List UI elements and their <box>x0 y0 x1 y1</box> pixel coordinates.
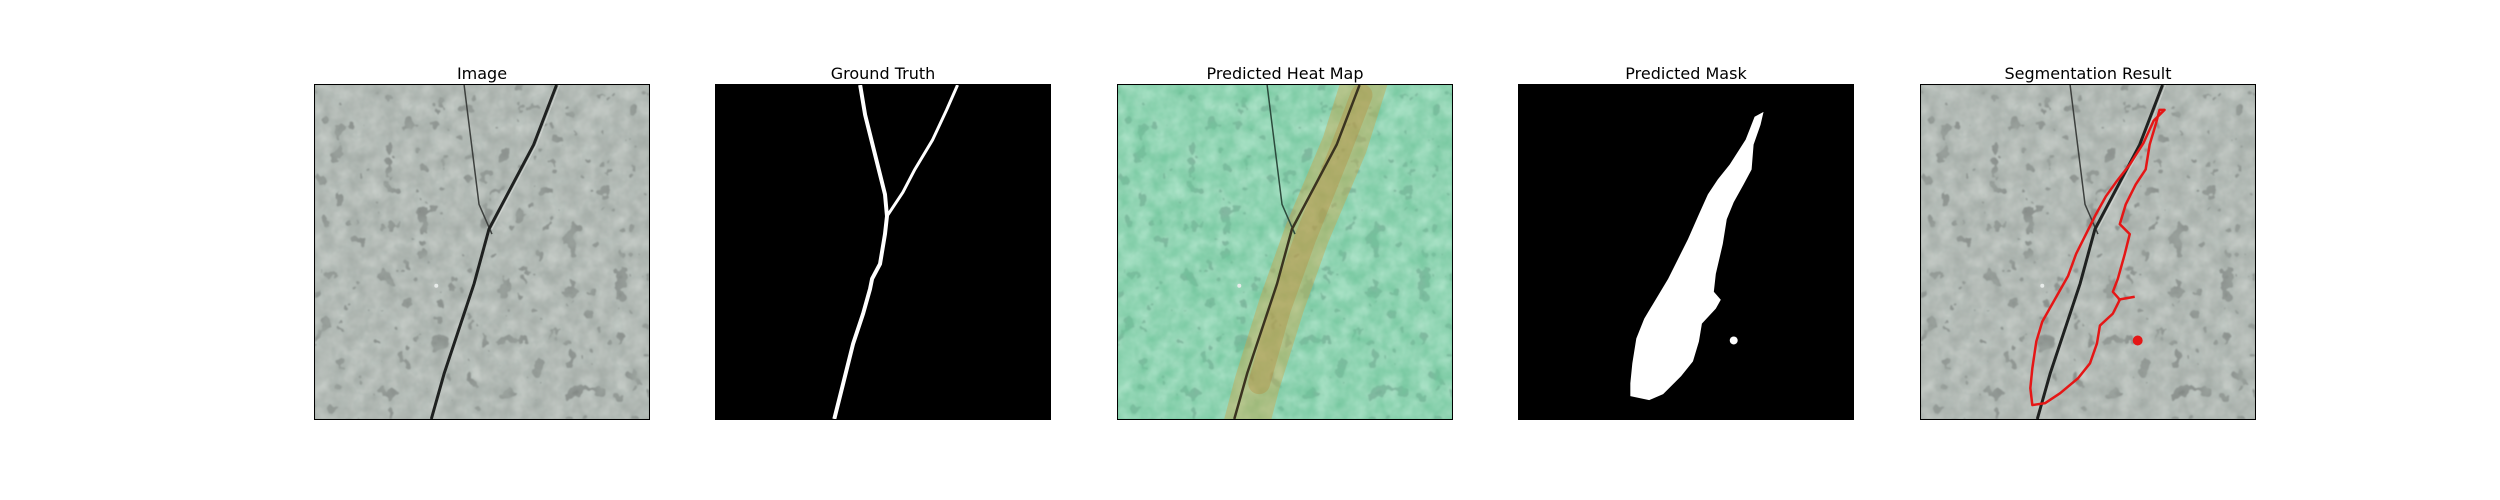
image-frame <box>1518 84 1854 420</box>
panel-title: Segmentation Result <box>2004 64 2172 83</box>
segmentation-overlay <box>1921 85 2255 419</box>
panel-title: Predicted Heat Map <box>1206 64 1364 83</box>
heat-map-overlay <box>1118 85 1452 419</box>
panel-ground-truth: Ground Truth <box>715 64 1051 420</box>
image-frame <box>715 84 1051 420</box>
panel-title: Ground Truth <box>830 64 936 83</box>
image-frame <box>314 84 650 420</box>
panel-title: Image <box>456 64 508 83</box>
image-frame <box>1920 84 2256 420</box>
input-image <box>315 85 649 419</box>
panel-title: Predicted Mask <box>1625 64 1747 83</box>
image-frame <box>1117 84 1453 420</box>
panel-segmentation-result: Segmentation Result <box>1920 64 2256 420</box>
panel-image: Image <box>314 64 650 420</box>
panel-predicted-mask: Predicted Mask <box>1518 64 1854 420</box>
panel-heat-map: Predicted Heat Map <box>1117 64 1453 420</box>
predicted-mask <box>1519 85 1853 419</box>
ground-truth-mask <box>716 85 1050 419</box>
